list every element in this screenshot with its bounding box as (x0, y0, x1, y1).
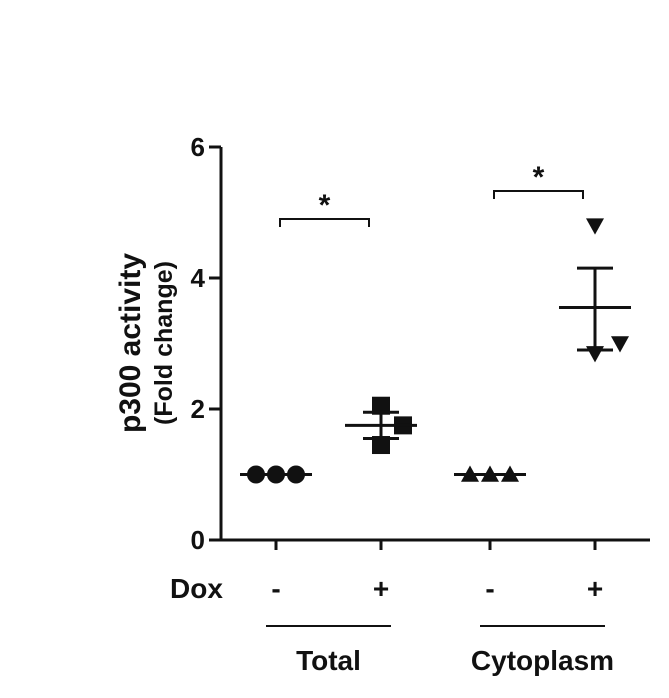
y-tick-label: 0 (191, 525, 205, 555)
y-axis-subtitle: (Fold change) (150, 261, 178, 425)
y-tick-label: 6 (191, 132, 205, 162)
significance-bracket (279, 218, 370, 227)
significance-star: * (533, 161, 545, 194)
category-label: + (587, 573, 603, 604)
data-point (611, 336, 629, 353)
data-point (586, 218, 604, 235)
significance-bracket (493, 190, 584, 199)
y-tick-label: 4 (191, 263, 206, 293)
category-label: - (485, 573, 494, 604)
dox-row-label: Dox (170, 573, 223, 604)
group-label: Cytoplasm (471, 645, 614, 676)
data-point (372, 396, 390, 415)
significance-star: * (319, 189, 331, 222)
y-tick-label: 2 (191, 394, 205, 424)
data-point (372, 436, 390, 455)
category-label: + (373, 573, 389, 604)
y-axis-title: p300 activity (114, 253, 147, 433)
group-label: Total (296, 645, 361, 676)
category-label: - (271, 573, 280, 604)
